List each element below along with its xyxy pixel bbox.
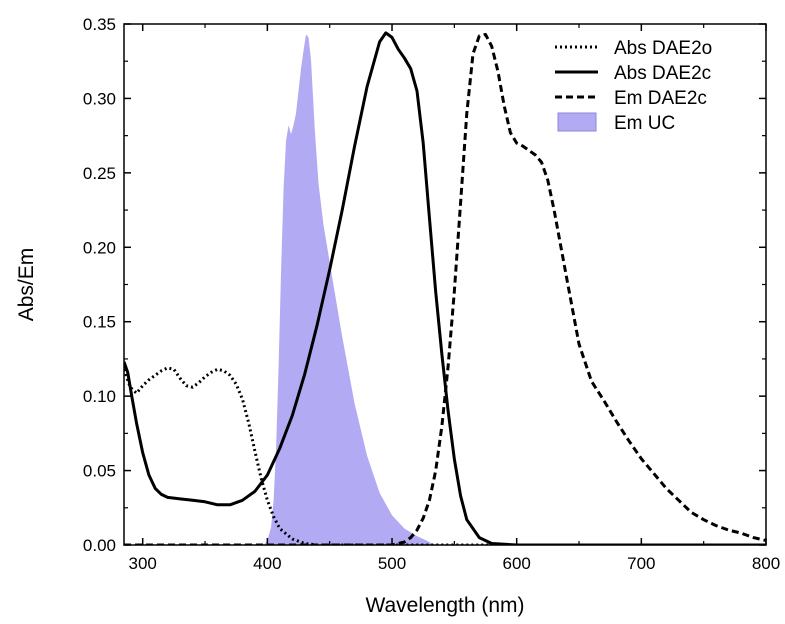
legend-label: Em DAE2c	[614, 88, 707, 109]
series-layer	[124, 31, 766, 545]
legend-label: Em UC	[614, 113, 675, 134]
legend: Abs DAE2o Abs DAE2c Em DAE2c Em UC	[555, 38, 712, 134]
series-area-em-uc	[263, 34, 434, 545]
ticks-layer: 300 400 500 600 700 800 0.00 0.05 0.10 0.15 0.20 0.…	[83, 15, 780, 573]
y-tick-label: 0.25	[83, 164, 116, 183]
x-tick-label: 300	[129, 554, 157, 573]
x-tick-label: 700	[627, 554, 655, 573]
y-tick-label: 0.10	[83, 387, 116, 406]
series-line-abs-dae2c	[124, 31, 766, 545]
y-tick-label: 0.35	[83, 15, 116, 34]
series-line-abs-dae2o	[124, 366, 766, 545]
x-tick-label: 500	[378, 554, 406, 573]
y-tick-label: 0.00	[83, 536, 116, 555]
x-tick-label: 400	[253, 554, 281, 573]
series-line-em-dae2c	[124, 32, 766, 545]
x-axis-title: Wavelength (nm)	[365, 594, 524, 617]
y-tick-label: 0.05	[83, 462, 116, 481]
x-tick-label: 800	[752, 554, 780, 573]
legend-label: Abs DAE2o	[614, 38, 712, 59]
legend-swatch-em-uc	[557, 112, 597, 132]
y-tick-label: 0.30	[83, 89, 116, 108]
y-axis-title: Abs/Em	[15, 248, 38, 322]
x-tick-label: 600	[502, 554, 530, 573]
y-tick-label: 0.15	[83, 313, 116, 332]
legend-label: Abs DAE2c	[614, 63, 711, 84]
y-tick-label: 0.20	[83, 238, 116, 257]
